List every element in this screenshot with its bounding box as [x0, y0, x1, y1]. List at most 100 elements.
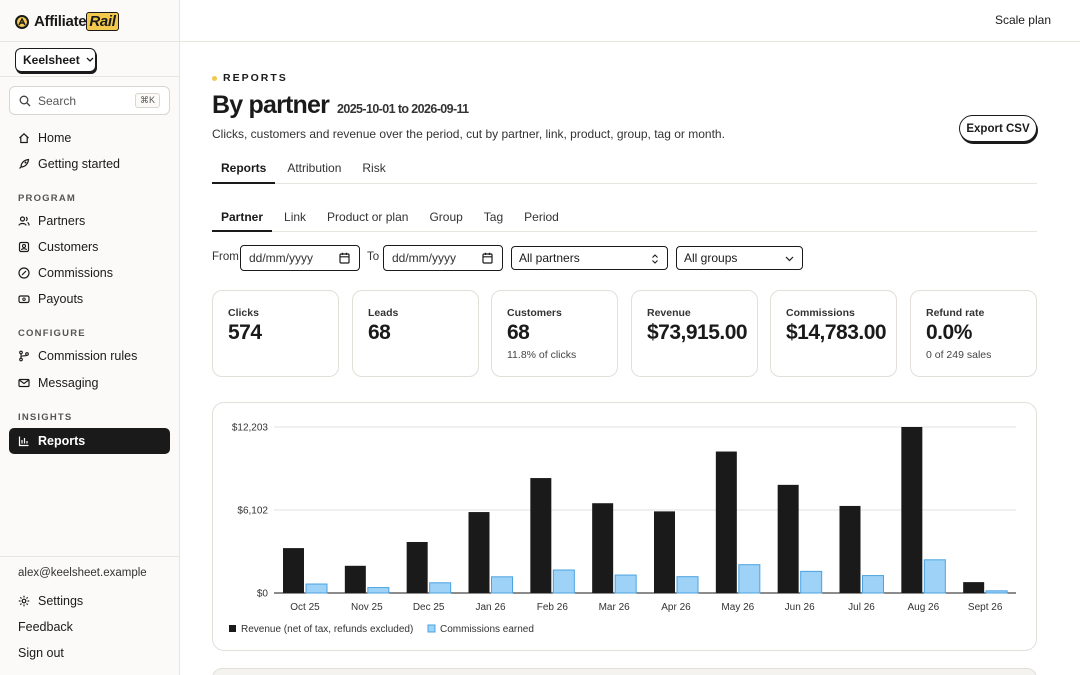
commissions-bar	[305, 583, 328, 594]
x-tick-label: Apr 26	[661, 602, 691, 613]
commissions-bar	[429, 582, 452, 594]
revenue-bar	[839, 505, 861, 593]
tab-risk[interactable]: Risk	[362, 160, 386, 175]
nav-item-commissions[interactable]: Commissions	[9, 260, 170, 286]
wallet-icon	[18, 295, 30, 304]
stat-label: Commissions	[786, 307, 855, 319]
x-tick-label: Nov 25	[351, 602, 383, 613]
commissions-bar	[985, 590, 1008, 594]
chevron-down-icon	[86, 57, 94, 62]
revenue-bar	[592, 503, 614, 593]
feedback-link[interactable]: Feedback	[18, 620, 73, 634]
home-icon	[19, 132, 29, 144]
next-card	[212, 668, 1037, 675]
group-select[interactable]: All groups	[676, 246, 803, 270]
commissions-bar	[923, 559, 946, 594]
nav-item-home[interactable]: Home	[9, 125, 170, 151]
mail-icon	[18, 378, 30, 388]
revenue-bar	[283, 548, 304, 593]
export-csv-button[interactable]: Export CSV	[959, 115, 1037, 142]
tab-reports[interactable]: Reports	[212, 152, 276, 184]
x-tick-label: Jan 26	[475, 602, 505, 613]
revenue-bar	[468, 512, 490, 593]
stat-card-customers: Customers 68 11.8% of clicks	[491, 290, 618, 377]
revenue-chart-card: $0 $6,102 $12,203 Oct 25 Nov 25 Dec 25 Jan 26 F…	[212, 402, 1037, 651]
revenue-bar	[715, 451, 737, 593]
page-eyebrow: REPORTS	[212, 72, 288, 84]
nav-item-label: Commissions	[38, 266, 114, 280]
tab-tag[interactable]: Tag	[483, 209, 504, 224]
x-tick-label: Mar 26	[599, 602, 631, 613]
from-date-input[interactable]: dd/mm/yyyy	[240, 245, 360, 271]
nav-item-customers[interactable]: Customers	[9, 234, 170, 260]
nav-item-label: Payouts	[38, 292, 84, 306]
rocket-icon	[19, 158, 30, 169]
nav-item-label: Settings	[38, 594, 84, 608]
tab-product-or-plan[interactable]: Product or plan	[327, 209, 409, 224]
stat-card-refund-rate: Refund rate 0.0% 0 of 249 sales	[910, 290, 1037, 377]
nav-item-settings[interactable]: Settings	[9, 588, 170, 614]
x-tick-label: Dec 25	[413, 602, 445, 613]
group-select-value: All groups	[684, 251, 738, 265]
brand-logo[interactable]: Affiliate Rail	[15, 12, 119, 31]
commissions-bar	[367, 587, 390, 594]
nav-item-partners[interactable]: Partners	[9, 208, 170, 234]
search-input[interactable]: Search ⌘K	[9, 86, 170, 115]
brand-name: Affiliate Rail	[34, 12, 119, 31]
nav-item-commission-rules[interactable]: Commission rules	[9, 343, 170, 369]
calendar-icon	[339, 252, 350, 264]
tab-period[interactable]: Period	[524, 209, 559, 224]
search-shortcut: ⌘K	[134, 93, 160, 108]
calendar-icon	[482, 252, 493, 264]
section-label-insights: INSIGHTS	[18, 412, 73, 423]
page-subtitle: Clicks, customers and revenue over the p…	[212, 127, 725, 141]
legend-swatch-commissions	[427, 624, 436, 633]
tab-link[interactable]: Link	[284, 209, 307, 224]
search-placeholder: Search	[38, 93, 77, 108]
workspace-switcher[interactable]: Keelsheet	[15, 48, 96, 72]
legend-swatch-revenue	[229, 625, 236, 632]
legend-label-revenue: Revenue (net of tax, refunds excluded)	[241, 624, 413, 635]
revenue-bar	[777, 484, 799, 593]
tab-group[interactable]: Group	[429, 209, 463, 224]
nav-item-reports[interactable]: Reports	[9, 428, 170, 454]
report-tabs: Reports Attribution Risk	[212, 152, 1037, 184]
partner-select[interactable]: All partners	[511, 246, 668, 270]
tab-attribution[interactable]: Attribution	[287, 160, 342, 175]
y-tick-label: $6,102	[237, 506, 268, 517]
x-tick-label: Jun 26	[785, 602, 815, 613]
section-label-configure: CONFIGURE	[18, 328, 86, 339]
x-tick-label: Oct 25	[290, 602, 320, 613]
revenue-bar	[654, 511, 675, 593]
commissions-bar	[676, 576, 699, 594]
stat-value: 68	[507, 321, 530, 344]
divider	[0, 556, 179, 557]
revenue-chart: $0 $6,102 $12,203 Oct 25 Nov 25 Dec 25 Jan 26 F…	[229, 423, 1016, 635]
plan-link[interactable]: Scale plan	[994, 13, 1051, 27]
nav-item-messaging[interactable]: Messaging	[9, 370, 170, 396]
y-tick-label: $12,203	[232, 423, 269, 434]
bar-chart-icon	[18, 436, 29, 447]
to-label: To	[367, 251, 380, 263]
chevron-down-icon	[785, 256, 794, 262]
eyebrow-label: REPORTS	[223, 72, 288, 84]
nav-item-payouts[interactable]: Payouts	[9, 286, 170, 312]
sidebar: Affiliate Rail Keelsheet Search ⌘K Home G…	[0, 0, 180, 675]
from-label: From	[212, 251, 239, 263]
stat-value: $14,783.00	[786, 321, 887, 344]
stat-subtext: 0 of 249 sales	[926, 349, 992, 361]
tab-partner[interactable]: Partner	[212, 202, 273, 232]
page-title: By partner	[212, 91, 330, 119]
commissions-bar	[738, 564, 761, 594]
logo-mark-icon	[15, 14, 29, 29]
to-date-input[interactable]: dd/mm/yyyy	[383, 245, 503, 271]
sign-out-link[interactable]: Sign out	[18, 646, 64, 660]
divider	[0, 41, 179, 42]
commissions-bar	[614, 574, 637, 594]
stat-value: 0.0%	[926, 321, 972, 344]
stat-card-clicks: Clicks 574	[212, 290, 339, 377]
stat-card-commissions: Commissions $14,783.00	[770, 290, 897, 377]
topbar: Scale plan	[180, 0, 1080, 42]
nav-item-getting-started[interactable]: Getting started	[9, 151, 170, 177]
x-tick-label: Sept 26	[968, 602, 1003, 613]
